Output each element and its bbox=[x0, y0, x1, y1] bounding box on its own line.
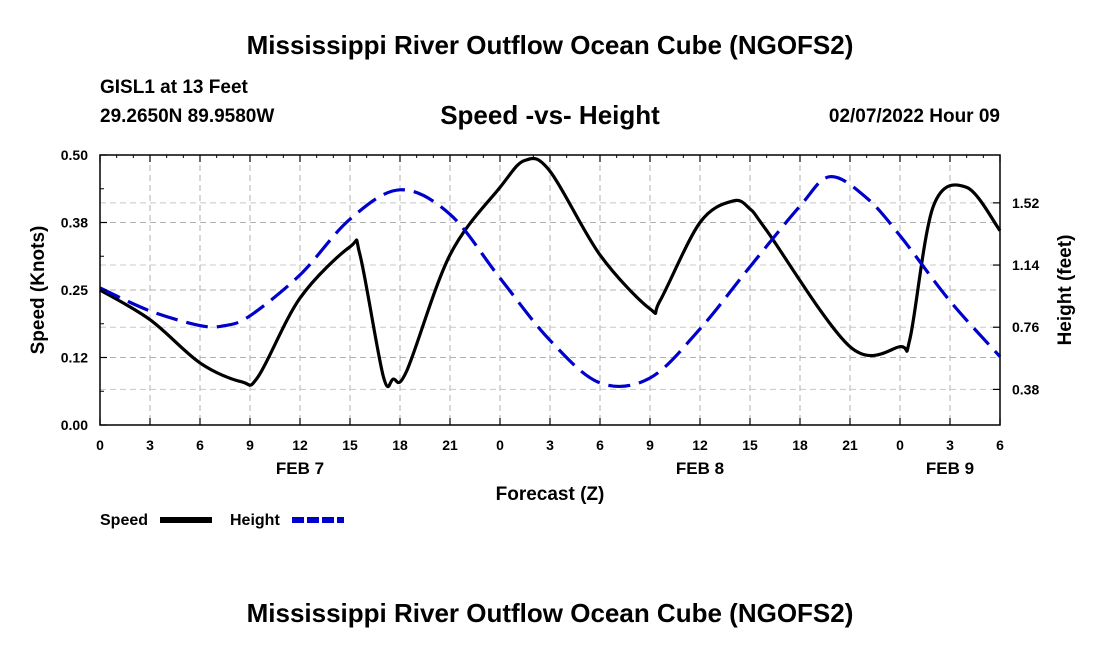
x-tick-label: 15 bbox=[342, 437, 358, 453]
x-tick-label: 18 bbox=[792, 437, 808, 453]
station-coordinates: 29.2650N 89.9580W bbox=[100, 106, 275, 127]
y2-tick-label: 0.76 bbox=[1012, 319, 1039, 335]
y-axis-title: Speed (Knots) bbox=[28, 226, 49, 355]
y-tick-label: 0.38 bbox=[61, 215, 88, 231]
footer-title: Mississippi River Outflow Ocean Cube (NG… bbox=[246, 598, 854, 628]
y-tick-label: 0.12 bbox=[61, 350, 88, 366]
x-tick-label: 3 bbox=[546, 437, 554, 453]
grid-lines bbox=[100, 155, 1000, 425]
x-tick-label: 0 bbox=[96, 437, 104, 453]
x-axis-title: Forecast (Z) bbox=[496, 484, 605, 505]
x-tick-label: 21 bbox=[842, 437, 858, 453]
x-tick-label: 6 bbox=[996, 437, 1004, 453]
x-tick-label: 3 bbox=[946, 437, 954, 453]
x-tick-label: 15 bbox=[742, 437, 758, 453]
chart-subtitle: Speed -vs- Height bbox=[440, 100, 660, 130]
legend-label-height: Height bbox=[230, 512, 280, 529]
day-label: FEB 8 bbox=[676, 459, 724, 478]
x-tick-label: 6 bbox=[196, 437, 204, 453]
day-label: FEB 7 bbox=[276, 459, 324, 478]
y2-axis-title: Height (feet) bbox=[1055, 235, 1076, 346]
y-tick-label: 0.00 bbox=[61, 417, 88, 433]
speed-series-line bbox=[99, 156, 1002, 389]
series-lines bbox=[99, 156, 1002, 389]
y2-tick-label: 1.14 bbox=[1012, 257, 1039, 273]
station-name: GISL1 at 13 Feet bbox=[100, 77, 248, 98]
x-tick-label: 9 bbox=[646, 437, 654, 453]
axis-labels: 0 3 6 9 12 15 18 21 0 3 6 9 12 15 18 21 0 3 6 0.00 0.12 0.25 0… bbox=[28, 147, 1076, 505]
axis-ticks bbox=[99, 154, 1001, 426]
forecast-datetime: 02/07/2022 Hour 09 bbox=[828, 106, 1000, 127]
x-tick-label: 0 bbox=[496, 437, 504, 453]
height-series-line bbox=[99, 175, 1002, 389]
x-tick-label: 6 bbox=[596, 437, 604, 453]
y2-tick-label: 0.38 bbox=[1012, 381, 1039, 397]
legend-label-speed: Speed bbox=[100, 512, 148, 529]
x-tick-label: 0 bbox=[896, 437, 904, 453]
x-tick-label: 3 bbox=[146, 437, 154, 453]
chart-title: Mississippi River Outflow Ocean Cube (NG… bbox=[246, 30, 854, 60]
x-tick-label: 9 bbox=[246, 437, 254, 453]
x-tick-label: 21 bbox=[442, 437, 458, 453]
x-tick-label: 18 bbox=[392, 437, 408, 453]
x-tick-label: 12 bbox=[292, 437, 308, 453]
y-tick-label: 0.50 bbox=[61, 147, 88, 163]
y2-tick-label: 1.52 bbox=[1012, 195, 1039, 211]
legend: Speed Height bbox=[100, 512, 344, 529]
x-tick-label: 12 bbox=[692, 437, 708, 453]
day-label: FEB 9 bbox=[926, 459, 974, 478]
y-tick-label: 0.25 bbox=[61, 282, 88, 298]
